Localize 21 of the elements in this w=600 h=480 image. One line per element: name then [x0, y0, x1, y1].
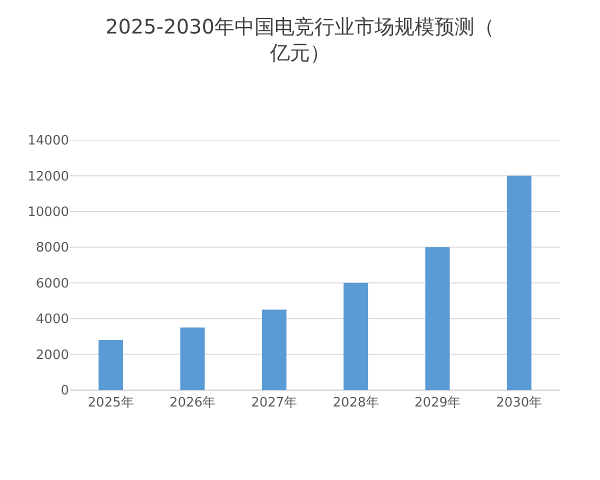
y-tick-label: 2000: [36, 348, 69, 363]
bar: [98, 340, 124, 390]
bar: [506, 176, 532, 390]
y-tick-label: 10000: [28, 204, 69, 220]
x-tick-label: 2025年: [88, 396, 134, 411]
y-tick-label: 14000: [28, 134, 69, 149]
bar: [180, 328, 205, 390]
x-tick-label: 2028年: [332, 396, 379, 411]
y-tick-label: 4000: [36, 312, 69, 328]
y-tick-label: 0: [60, 384, 69, 399]
chart-title: 2025-2030年中国电竞行业市场规模预测（亿元）: [105, 14, 495, 65]
y-tick-label: 12000: [28, 169, 69, 184]
y-tick-label: 6000: [36, 276, 69, 292]
x-tick-label: 2027年: [251, 396, 298, 411]
bar: [262, 310, 286, 390]
y-tick-label: 8000: [36, 240, 69, 256]
x-tick-label: 2029年: [414, 396, 461, 411]
x-tick-label: 2030年: [496, 396, 542, 411]
bar: [425, 247, 450, 390]
bar: [344, 282, 368, 390]
x-tick-label: 2026年: [169, 396, 216, 411]
